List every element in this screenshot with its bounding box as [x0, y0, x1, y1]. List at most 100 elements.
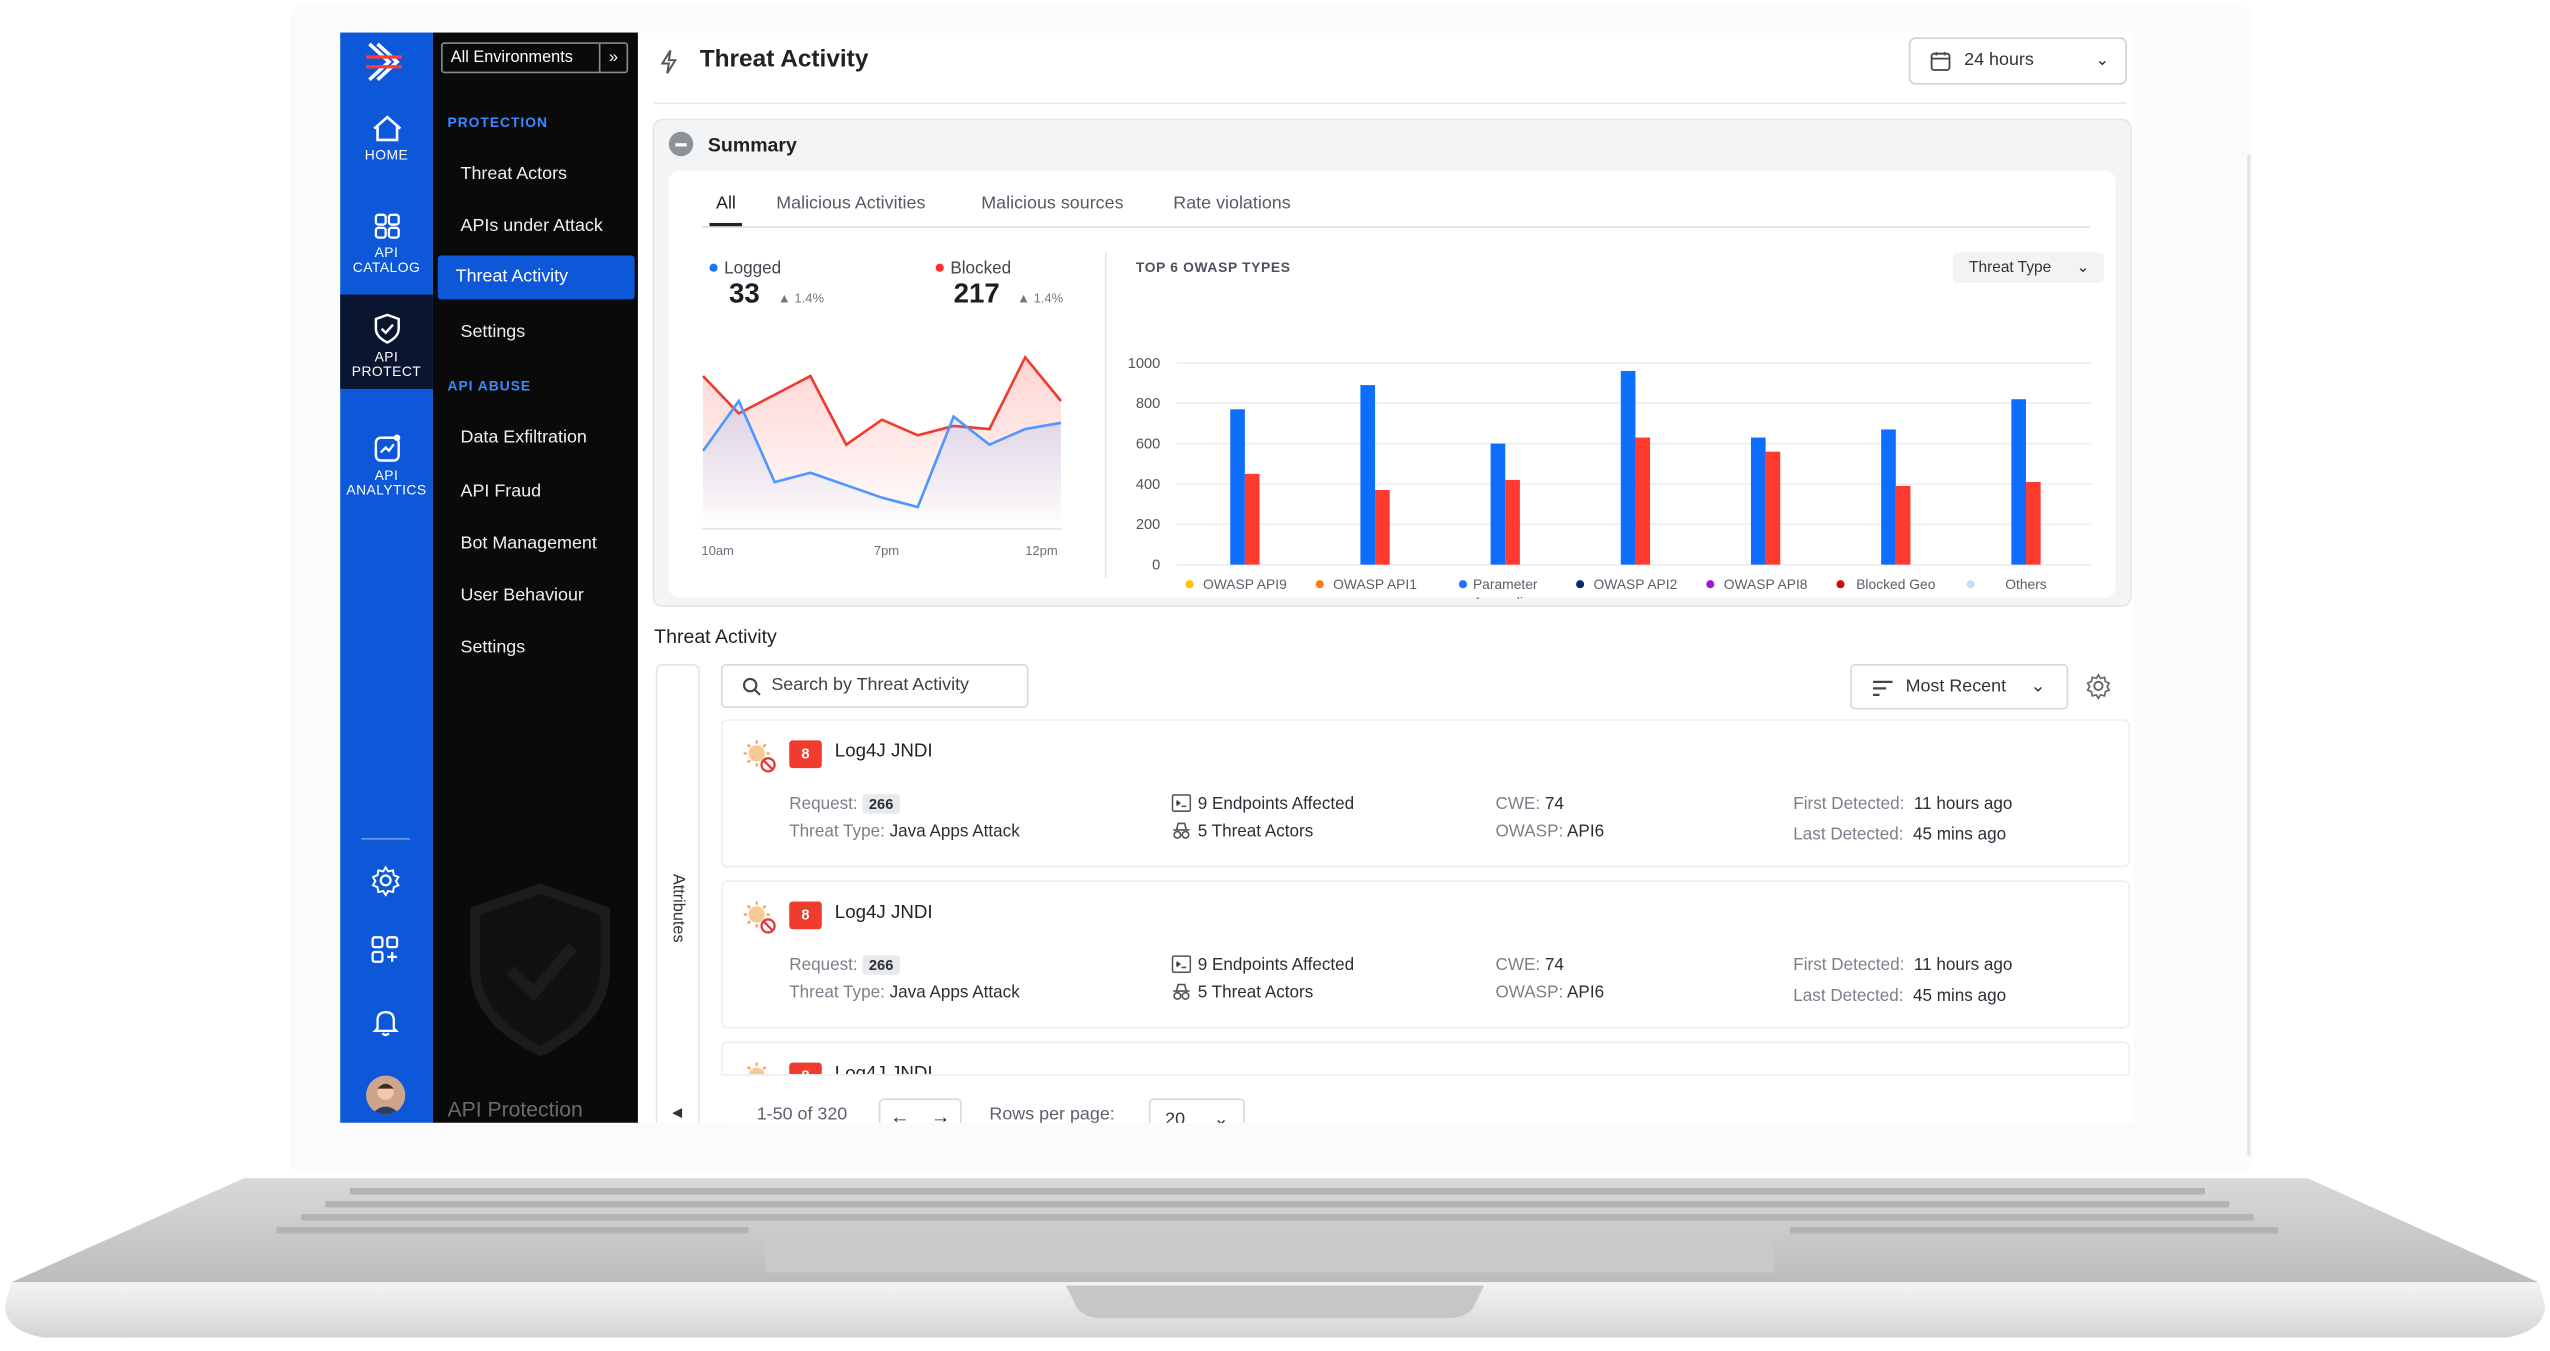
- bell-icon[interactable]: [369, 1006, 402, 1039]
- tab-malicious-sources[interactable]: Malicious sources: [981, 193, 1124, 214]
- icon-rail: HOME API CATALOG API PROTECT API ANALYTI…: [340, 32, 433, 1123]
- bar: [1620, 370, 1636, 565]
- apps-add-icon[interactable]: [369, 934, 402, 967]
- rows-per-page-value: 20: [1165, 1109, 1186, 1123]
- owasp-label: OWASP:: [1495, 982, 1564, 1003]
- first-detected-value: 11 hours ago: [1913, 794, 2013, 814]
- legend-label: OWASP API9: [1203, 576, 1287, 592]
- owasp-label: OWASP:: [1495, 821, 1564, 842]
- legend-item: OWASP API8: [1706, 576, 1808, 592]
- time-range-select[interactable]: 24 hours ⌄: [1908, 37, 2127, 85]
- chevron-down-icon: ⌄: [1213, 1109, 1229, 1123]
- title-divider: [654, 102, 2127, 105]
- threat-actors-count[interactable]: 5 Threat Actors: [1172, 983, 1313, 1002]
- legend-item: Blocked Geo: [1836, 576, 1936, 592]
- grid-icon: [373, 213, 400, 239]
- settings-gear-icon[interactable]: [369, 864, 402, 897]
- threat-type-label: Threat Type:: [789, 821, 885, 842]
- nav-item-protection-settings[interactable]: Settings: [460, 322, 526, 342]
- summary-title: Summary: [707, 133, 797, 157]
- nav-item-api-fraud[interactable]: API Fraud: [460, 481, 542, 502]
- threat-type-label: Threat Type: [1969, 258, 2052, 277]
- collapse-left-icon[interactable]: ◀: [672, 1104, 683, 1120]
- rows-per-page-select[interactable]: 20 ⌄: [1148, 1098, 1245, 1123]
- x-tick-label: 10am: [701, 543, 734, 558]
- threat-card[interactable]: 8 Log4J JNDI Request: 266 Threat Type: J…: [720, 880, 2131, 1029]
- prev-page-arrow-icon[interactable]: ←: [890, 1104, 910, 1123]
- list-settings-gear-icon[interactable]: [2085, 672, 2113, 700]
- nav-item-data-exfiltration[interactable]: Data Exfiltration: [460, 427, 587, 448]
- threat-card[interactable]: 8 Log4J JNDI Request: 266 Threat Type: J…: [720, 719, 2131, 868]
- trend-line-chart: 10am 7pm 12pm: [701, 354, 1063, 558]
- nav-item-apis-under-attack[interactable]: APIs under Attack: [460, 216, 603, 236]
- rail-api-analytics-label-1: API: [374, 467, 399, 484]
- terminal-icon: [1171, 955, 1192, 974]
- threat-actors-count[interactable]: 5 Threat Actors: [1172, 822, 1313, 841]
- rail-api-catalog[interactable]: API CATALOG: [340, 207, 433, 288]
- last-detected: Last Detected: 45 mins ago: [1793, 825, 2006, 845]
- page-nav-buttons: ← →: [878, 1098, 962, 1123]
- spy-icon: [1173, 822, 1190, 839]
- brand-logo-icon[interactable]: [363, 39, 409, 85]
- blocked-delta: ▲ 1.4%: [1017, 291, 1064, 306]
- pagination-range: 1-50 of 320: [756, 1104, 848, 1123]
- request-pill: 266: [862, 955, 900, 975]
- summary-tabs: All Malicious Activities Malicious sourc…: [701, 193, 2090, 228]
- threat-activity-heading: Threat Activity: [654, 624, 777, 648]
- chart-divider: [1104, 252, 1107, 578]
- bolt-icon: [660, 49, 678, 74]
- chevron-down-icon: ⌄: [2030, 676, 2046, 697]
- request-count: Request: 266: [789, 955, 900, 975]
- severity-badge: 8: [789, 901, 822, 930]
- next-page-arrow-icon[interactable]: →: [930, 1104, 951, 1123]
- bar: [1244, 473, 1260, 565]
- legend-item: Parameter Anomalies: [1458, 576, 1538, 599]
- bar: [1765, 451, 1781, 565]
- analytics-icon: [373, 434, 400, 462]
- tab-all[interactable]: All: [709, 193, 743, 227]
- summary-panel: Summary All Malicious Activities Malicio…: [652, 118, 2132, 607]
- collapse-icon[interactable]: [668, 131, 694, 157]
- threat-type-dropdown[interactable]: Threat Type ⌄: [1952, 252, 2105, 284]
- legend-item: OWASP API9: [1185, 576, 1287, 592]
- y-tick-label: 200: [1136, 517, 1160, 533]
- bar: [1230, 409, 1245, 565]
- expand-chevrons-icon[interactable]: »: [598, 43, 627, 72]
- endpoints-affected[interactable]: 9 Endpoints Affected: [1171, 794, 1354, 814]
- legend-label: Parameter: [1473, 576, 1538, 592]
- y-tick-label: 1000: [1128, 356, 1161, 372]
- attributes-panel-toggle[interactable]: Attributes ◀: [655, 663, 700, 1123]
- nav-item-bot-management[interactable]: Bot Management: [460, 533, 597, 554]
- cwe: CWE: 74: [1495, 794, 1563, 814]
- sort-select[interactable]: Most Recent ⌄: [1850, 663, 2069, 710]
- blocked-label: Blocked: [950, 258, 1012, 279]
- nav-item-user-behaviour[interactable]: User Behaviour: [460, 585, 584, 606]
- user-avatar[interactable]: [366, 1075, 406, 1115]
- bar: [1895, 485, 1911, 565]
- search-input[interactable]: Search by Threat Activity: [720, 663, 1029, 708]
- request-label: Request:: [789, 794, 858, 814]
- tab-malicious-activities[interactable]: Malicious Activities: [776, 193, 926, 214]
- endpoints-affected[interactable]: 9 Endpoints Affected: [1171, 955, 1354, 975]
- environment-selector[interactable]: All Environments »: [440, 42, 629, 74]
- home-icon: [372, 115, 401, 142]
- environment-label: All Environments: [450, 48, 573, 67]
- shield-check-icon: [373, 313, 400, 344]
- threat-name[interactable]: Log4J JNDI: [834, 903, 933, 923]
- nav-item-threat-activity[interactable]: Threat Activity: [437, 255, 635, 300]
- cwe-value: 74: [1544, 794, 1564, 814]
- nav-item-abuse-settings[interactable]: Settings: [460, 637, 526, 658]
- threat-name[interactable]: Log4J JNDI: [834, 742, 933, 762]
- owasp-value: API6: [1567, 821, 1605, 842]
- rail-home[interactable]: HOME: [340, 109, 433, 174]
- tab-rate-violations[interactable]: Rate violations: [1173, 193, 1291, 214]
- nav-item-threat-actors[interactable]: Threat Actors: [460, 164, 567, 184]
- rail-api-protect[interactable]: API PROTECT: [340, 294, 433, 389]
- owasp: OWASP: API6: [1495, 822, 1604, 842]
- pagination-bar: 1-50 of 320 ← → Rows per page: 20 ⌄: [720, 1074, 2131, 1123]
- y-tick-label: 600: [1136, 436, 1160, 452]
- threat-type-value: Java Apps Attack: [889, 982, 1020, 1003]
- page-title: Threat Activity: [699, 45, 869, 74]
- rail-api-analytics[interactable]: API ANALYTICS: [340, 433, 433, 505]
